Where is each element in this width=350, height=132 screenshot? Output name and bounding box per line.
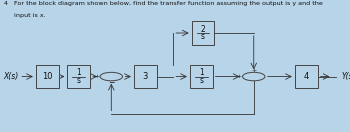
Text: 10: 10	[42, 72, 52, 81]
Text: X(s): X(s)	[3, 72, 18, 81]
Text: 4   For the block diagram shown below, find the transfer function assuming the o: 4 For the block diagram shown below, fin…	[4, 1, 322, 6]
Text: s: s	[201, 32, 205, 41]
Text: Y(s): Y(s)	[341, 72, 350, 81]
Text: 2: 2	[201, 25, 205, 34]
Bar	[36, 65, 59, 88]
Text: +: +	[94, 74, 99, 79]
Text: 3: 3	[142, 72, 148, 81]
Text: 1: 1	[76, 69, 81, 77]
Text: s: s	[199, 76, 203, 85]
Text: s: s	[77, 76, 81, 85]
Text: input is x.: input is x.	[4, 13, 45, 18]
Text: +: +	[251, 68, 256, 73]
Circle shape	[100, 72, 122, 81]
Bar	[192, 21, 214, 45]
Text: +: +	[237, 74, 242, 79]
Bar	[134, 65, 156, 88]
Bar	[67, 65, 90, 88]
Text: 1: 1	[199, 69, 204, 77]
Text: −: −	[108, 78, 114, 87]
Bar	[295, 65, 318, 88]
Circle shape	[243, 72, 265, 81]
Bar	[190, 65, 212, 88]
Text: 4: 4	[304, 72, 309, 81]
